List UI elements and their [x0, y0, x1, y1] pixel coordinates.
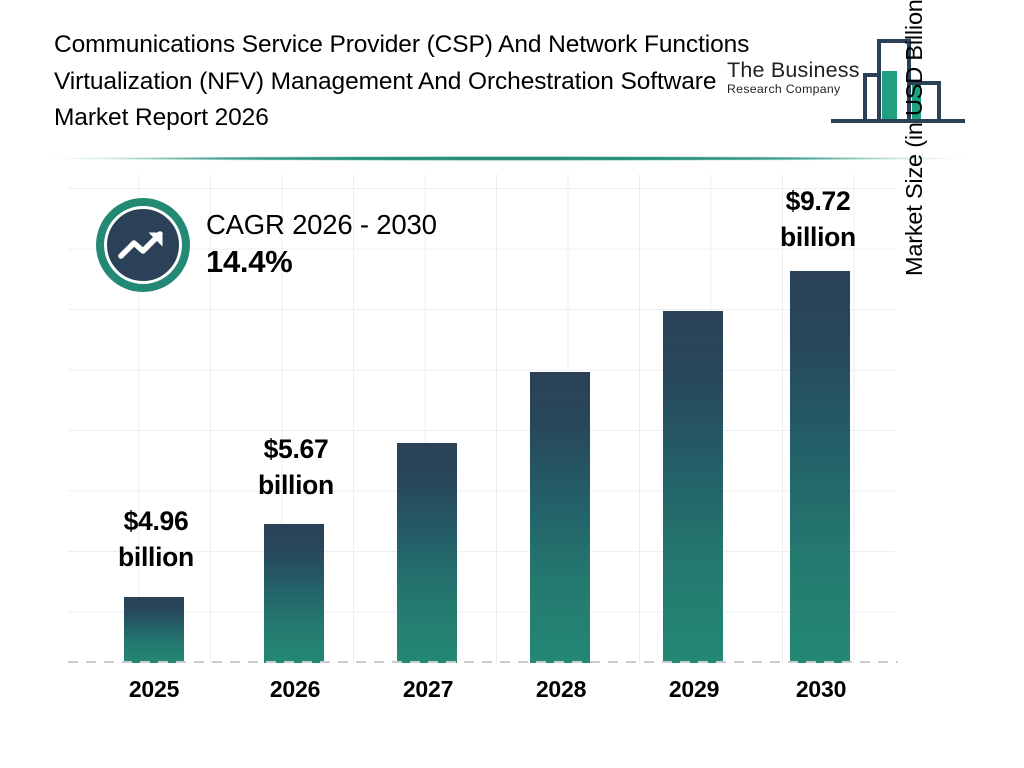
bar-value-label-2026-line1: $5.67 [263, 434, 329, 464]
y-axis-title: Market Size (in USD Billion) [901, 0, 927, 276]
header: Communications Service Provider (CSP) An… [0, 0, 1024, 150]
chart-baseline [68, 661, 898, 663]
bar-value-label-2030-line1: $9.72 [785, 186, 851, 216]
x-axis-tick-2025: 2025 [128, 676, 180, 702]
x-axis-tick-2028: 2028 [535, 676, 587, 702]
bar-value-label-2030: $9.72 billion [748, 183, 888, 255]
bar-chart-logo-icon [831, 33, 965, 130]
company-logo: The Business Research Company [727, 33, 965, 125]
cagr-text-block: CAGR 2026 - 2030 14.4% [206, 208, 437, 282]
chart-plot-area [68, 174, 895, 663]
logo-text-secondary: Research Company [727, 82, 841, 96]
bar-2027 [397, 443, 457, 663]
bar-value-label-2025-line2: billion [118, 542, 194, 572]
bar-value-label-2026-line2: billion [258, 470, 334, 500]
bar-value-label-2025-line1: $4.96 [123, 506, 189, 536]
bar-2028 [530, 372, 590, 663]
page-title: Communications Service Provider (CSP) An… [54, 31, 750, 131]
cagr-badge [96, 198, 190, 292]
cagr-period-label: CAGR 2026 - 2030 [206, 209, 437, 240]
bar-2026 [264, 524, 324, 663]
bar-2029 [663, 311, 723, 663]
logo-text-primary: The Business [727, 58, 860, 82]
bar-2025 [124, 597, 184, 663]
bar-value-label-2025: $4.96 billion [86, 503, 226, 575]
cagr-value-label: 14.4% [206, 244, 293, 279]
header-divider [45, 156, 970, 161]
x-axis-tick-2030: 2030 [795, 676, 847, 702]
bar-2030 [790, 271, 850, 663]
logo-wordmark: The Business Research Company [727, 59, 867, 97]
x-axis-tick-2027: 2027 [402, 676, 454, 702]
trending-up-arrow-icon [104, 206, 182, 284]
x-axis-tick-2026: 2026 [269, 676, 321, 702]
bar-value-label-2026: $5.67 billion [226, 431, 366, 503]
bar-value-label-2030-line2: billion [780, 222, 856, 252]
x-axis-tick-2029: 2029 [668, 676, 720, 702]
